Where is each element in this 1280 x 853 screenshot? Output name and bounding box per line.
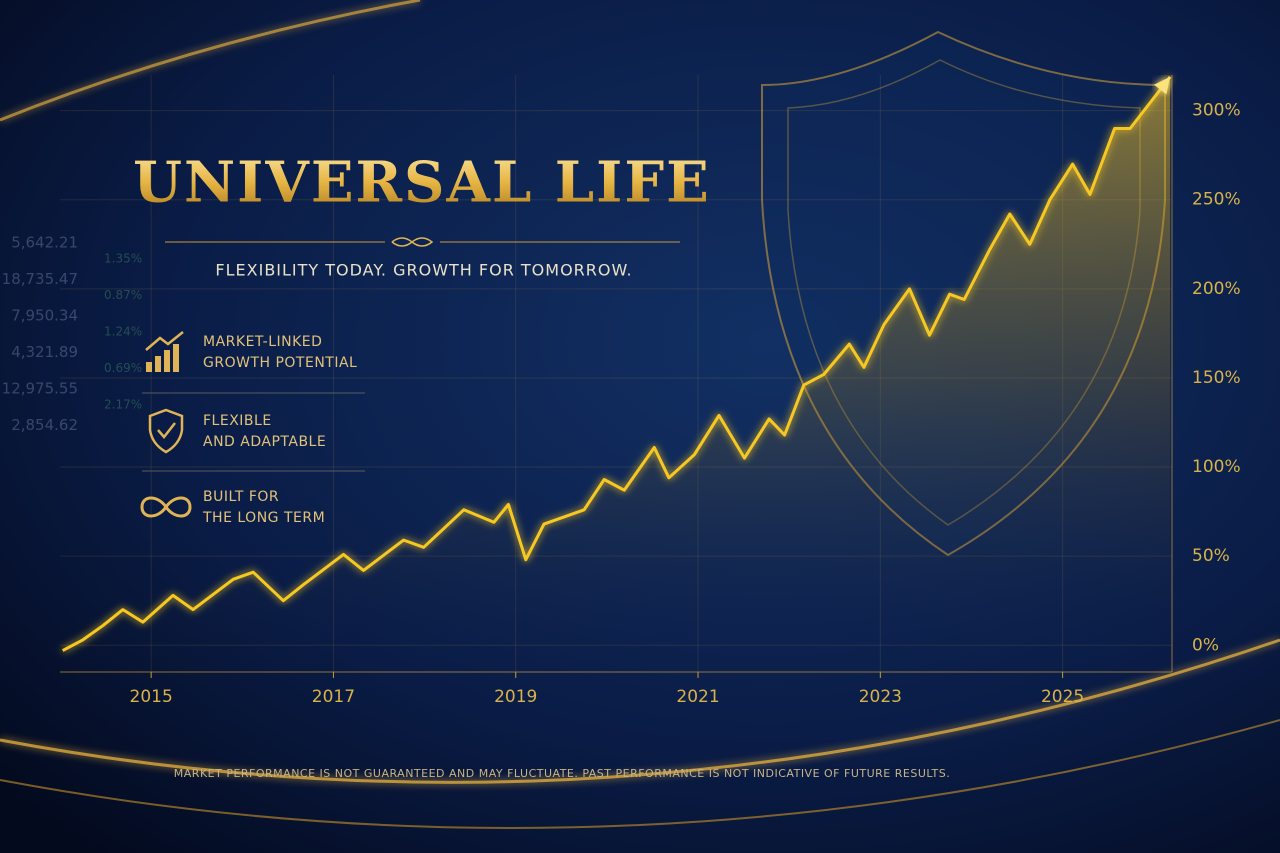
ticker-price: 7,950.34 [11,307,78,325]
disclaimer: MARKET PERFORMANCE IS NOT GUARANTEED AND… [174,767,950,780]
arrow-head [1154,76,1171,95]
icon-infinity [140,496,192,518]
feature-text: BUILT FOR [203,489,279,505]
ornament [391,237,434,247]
title: UNIVERSAL LIFE [133,150,711,216]
ticker-change: 1.35% [104,252,142,266]
feature-text: AND ADAPTABLE [203,434,326,450]
y-tick-label: 150% [1192,368,1241,388]
x-tick-label: 2017 [312,687,355,707]
ticker-price: 5,642.21 [11,234,78,252]
x-tick-label: 2019 [494,687,537,707]
x-tick-label: 2015 [130,687,173,707]
ticker-change: 2.17% [104,398,142,412]
y-tick-label: 300% [1192,101,1241,121]
line [61,75,1172,652]
ticker: 5,642.21 1.35% 18,735.47 0.87% 7,950.34 1.24%… [2,234,142,435]
ticker-change: 1.24% [104,325,142,339]
light-streak [0,638,1280,784]
light-streak [0,0,421,122]
feature-text: GROWTH POTENTIAL [203,355,357,371]
feature-text: THE LONG TERM [202,510,325,526]
feature-text: FLEXIBLE [203,413,272,429]
light-streak [0,719,1280,829]
ticker-price: 4,321.89 [11,343,78,361]
y-tick-label: 200% [1192,279,1241,299]
y-tick-label: 50% [1192,546,1230,566]
icon-growth [145,331,184,372]
feature-text: MARKET-LINKED [203,334,322,350]
ticker-price: 12,975.55 [2,380,78,398]
icon-shield [148,408,184,454]
y-tick-label: 250% [1192,190,1241,210]
ticker-change: 0.69% [104,361,142,375]
chart: 0% 50% 100% 150% 200% 250% 300% 2015 2017 2019 202… [60,75,1241,707]
y-tick-label: 100% [1192,457,1241,477]
y-tick-label: 0% [1192,635,1219,655]
ticker-price: 18,735.47 [2,270,78,288]
area [62,76,1171,673]
x-tick-label: 2023 [859,687,902,707]
x-tick-label: 2021 [676,687,719,707]
x-tick-label: 2025 [1041,687,1084,707]
ticker-change: 0.87% [104,288,142,302]
icon-check [157,422,176,439]
subtitle: FLEXIBILITY TODAY. GROWTH FOR TOMORROW. [215,261,632,280]
ticker-price: 2,854.62 [11,416,78,434]
